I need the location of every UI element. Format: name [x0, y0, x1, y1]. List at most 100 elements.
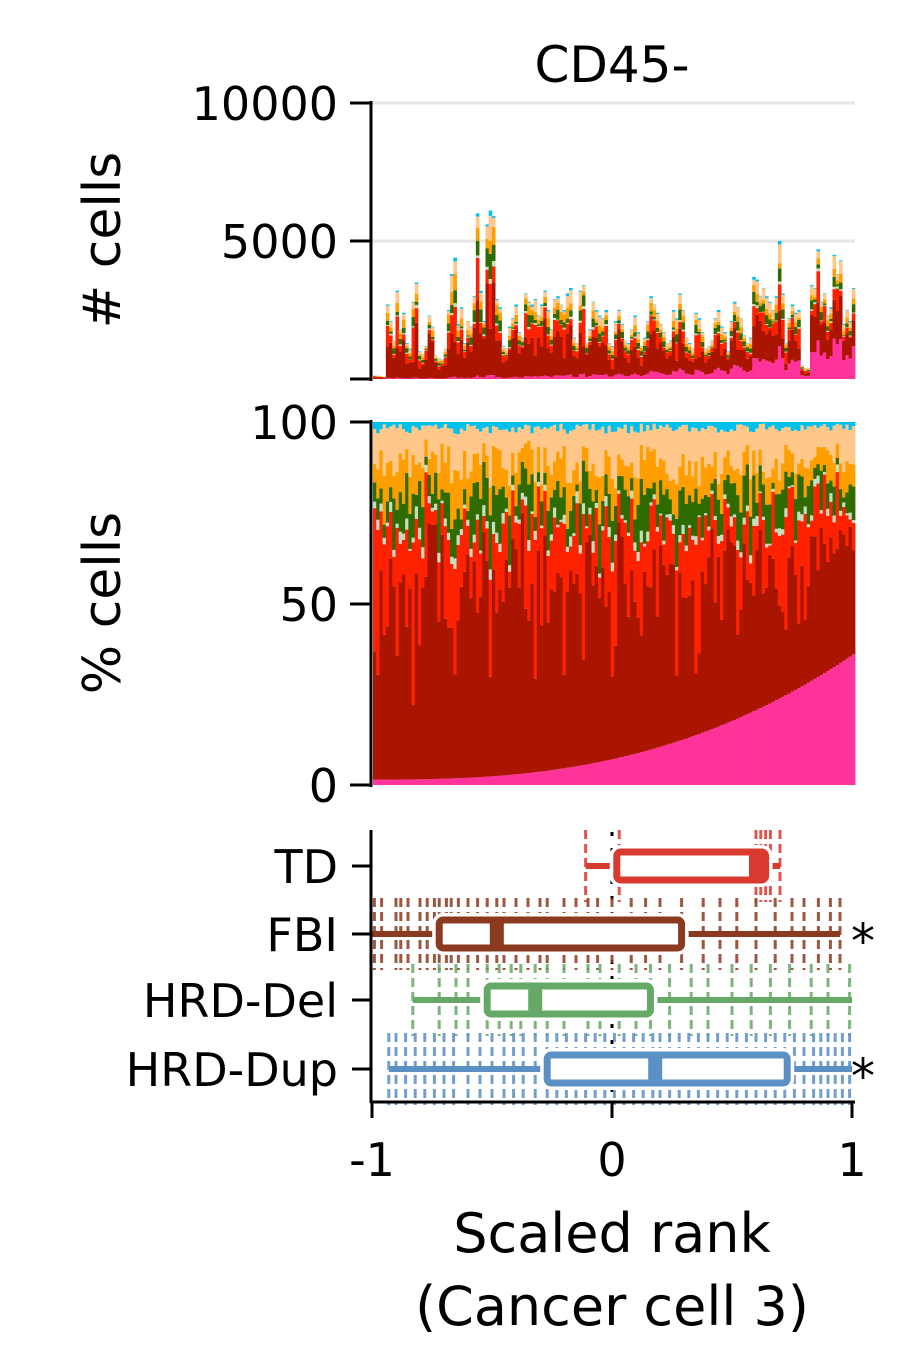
percent-bar-segment [655, 527, 660, 532]
percent-bar-segment [729, 516, 734, 527]
percent-bar-segment [694, 536, 698, 545]
percent-bar-segment [678, 740, 682, 785]
count-bar-segment [591, 318, 596, 328]
count-bar-segment [430, 339, 435, 342]
percent-bar-segment [630, 426, 634, 463]
percent-bar-segment [614, 431, 618, 489]
count-bar-segment [691, 349, 695, 354]
count-bar-segment [832, 286, 837, 290]
percent-bar-segment [588, 488, 592, 508]
percent-bar-segment [501, 429, 506, 469]
percent-bar-segment [832, 522, 837, 554]
percent-bar-segment [591, 552, 596, 586]
percent-bar-segment [829, 430, 833, 455]
count-bar-segment [703, 354, 708, 357]
percent-bar-segment [703, 515, 708, 585]
percent-bar-segment [774, 429, 779, 459]
percent-bar-segment [572, 470, 576, 496]
count-bar-segment [729, 336, 734, 338]
percent-bar-segment [479, 596, 483, 778]
count-bar-segment [392, 346, 396, 349]
percent-bar-segment [498, 775, 502, 785]
percent-bar-segment [376, 674, 380, 780]
count-bar-segment [482, 321, 486, 325]
percent-bar-segment [771, 558, 776, 702]
count-bar-segment [456, 336, 461, 342]
percent-bar-segment [472, 425, 477, 454]
count-bar-segment [832, 289, 837, 300]
percent-bar-segment [559, 577, 563, 769]
count-bar-segment [765, 360, 769, 379]
count-bar-segment [443, 348, 448, 353]
count-bar-segment [401, 314, 406, 320]
percent-bar-segment [421, 425, 425, 468]
percent-bar-segment [810, 680, 814, 785]
count-bar-segment [569, 325, 573, 375]
percent-bar-segment [630, 498, 634, 571]
percent-bar-segment [430, 511, 435, 525]
x-tick-label: 0 [597, 1133, 626, 1187]
percent-bar-segment [530, 474, 535, 512]
y-axis-label: % cells [73, 512, 133, 695]
group-label: FBI [266, 908, 338, 962]
count-bar-segment [646, 373, 650, 379]
count-bar-segment [389, 331, 393, 334]
percent-bar-segment [687, 431, 692, 461]
percent-bar-segment [562, 422, 567, 430]
count-bar-segment [829, 318, 833, 322]
percent-bar-segment [578, 422, 583, 427]
percent-bar-segment [774, 458, 779, 495]
percent-bar-segment [585, 764, 589, 785]
percent-bar-segment [658, 746, 663, 785]
percent-bar-segment [417, 430, 422, 463]
count-bar-segment [723, 371, 727, 379]
percent-bar-segment [813, 457, 817, 468]
percent-bar-segment [575, 491, 580, 504]
percent-bar-segment [655, 422, 660, 430]
percent-bar-segment [658, 425, 663, 459]
count-bar-segment [723, 341, 727, 343]
count-bar-segment [514, 321, 518, 324]
percent-bar-segment [675, 484, 679, 519]
y-tick-label-10000: 10000 [192, 77, 338, 131]
percent-bar-segment [732, 514, 737, 518]
count-bar-segment [697, 356, 702, 371]
percent-bar-segment [459, 586, 464, 779]
percent-bar-segment [472, 561, 477, 778]
percent-bar-segment [434, 454, 438, 473]
count-bar-segment [482, 334, 486, 337]
percent-bar-segment [401, 574, 406, 780]
percent-bar-segment [376, 422, 380, 434]
count-bar-segment [703, 349, 708, 353]
count-bar-segment [630, 338, 634, 340]
count-bar-segment [793, 326, 798, 335]
count-bar-segment [472, 321, 477, 324]
percent-bar-segment [556, 527, 560, 573]
percent-bar-segment [822, 474, 827, 544]
percent-bar-segment [806, 682, 811, 785]
count-bar-segment [549, 352, 554, 377]
count-bar-segment [591, 310, 596, 319]
percent-bar-segment [610, 520, 615, 563]
count-bar-segment [646, 321, 650, 326]
count-bar-segment [382, 377, 387, 379]
percent-bar-segment [617, 422, 621, 428]
percent-bar-segment [517, 484, 522, 520]
count-bar-segment [501, 351, 506, 355]
percent-bar-segment [851, 654, 856, 785]
x-axis-label-line1: Scaled rank [453, 1202, 771, 1265]
count-bar-segment [385, 304, 390, 306]
count-bar-segment [784, 351, 788, 353]
percent-bar-segment [771, 488, 776, 492]
count-bar-segment [713, 323, 718, 328]
percent-bar-segment [437, 428, 441, 473]
count-bar-segment [649, 311, 653, 315]
count-bar-segment [732, 301, 737, 304]
count-bar-segment [469, 346, 474, 353]
count-bar-segment [745, 372, 750, 379]
percent-bar-segment [658, 515, 663, 546]
percent-bar-segment [507, 587, 512, 775]
percent-bar-segment [565, 528, 570, 547]
percent-bar-segment [373, 422, 377, 430]
